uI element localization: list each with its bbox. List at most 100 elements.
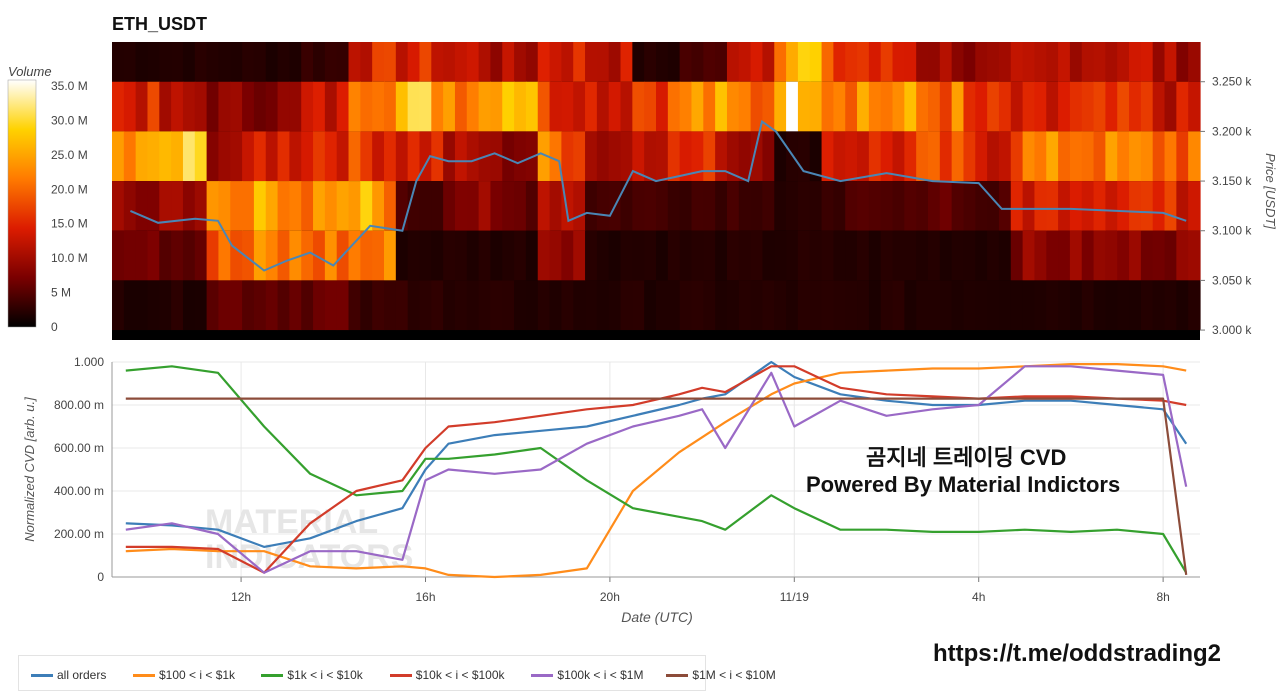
heatmap-cell xyxy=(762,230,775,281)
heatmap-cell xyxy=(573,230,586,281)
heatmap-cell xyxy=(998,131,1012,182)
heatmap-cell xyxy=(998,181,1012,231)
heatmap-cell xyxy=(502,280,515,331)
legend-swatch xyxy=(666,674,689,678)
heatmap-cell xyxy=(857,42,870,82)
heatmap-cell xyxy=(774,181,787,231)
heatmap-cell xyxy=(585,42,598,82)
legend-item[interactable]: $1k < i < $10k xyxy=(261,668,363,682)
cvd-tick-label: 1.000 xyxy=(74,355,104,369)
heatmap-cell xyxy=(1022,81,1036,132)
legend-item[interactable]: $10k < i < $100k xyxy=(389,668,505,682)
colorbar-tick-label: 5 M xyxy=(51,286,71,300)
heatmap-cell xyxy=(880,131,894,182)
legend-item[interactable]: $1M < i < $10M xyxy=(666,668,776,682)
heatmap-cell xyxy=(1046,131,1059,182)
heatmap-cell xyxy=(904,280,917,331)
heatmap-cell xyxy=(1058,131,1071,182)
heatmap-cell xyxy=(206,81,220,132)
heatmap-cell xyxy=(1093,280,1106,331)
heatmap-cell xyxy=(987,181,1000,231)
heatmap-cell xyxy=(880,230,894,281)
heatmap-cell xyxy=(466,131,480,182)
legend-item[interactable]: $100k < i < $1M xyxy=(531,668,643,682)
heatmap-cell xyxy=(998,230,1012,281)
heatmap-cell xyxy=(738,181,752,231)
heatmap-cell xyxy=(1129,230,1142,281)
heatmap-cell xyxy=(1034,280,1047,331)
heatmap-cell xyxy=(644,131,657,182)
heatmap-cell xyxy=(490,42,503,82)
heatmap-cell xyxy=(987,42,1000,82)
price-tick-label: 3.050 k xyxy=(1212,273,1252,287)
heatmap-cell xyxy=(431,81,444,132)
heatmap-cell xyxy=(159,131,172,182)
heatmap-cell xyxy=(1093,81,1106,132)
legend: all orders $100 < i < $1k $1k < i < $10k $1… xyxy=(18,655,776,691)
heatmap-cell xyxy=(1117,181,1130,231)
heatmap-cell xyxy=(135,131,149,182)
heatmap-cell xyxy=(301,131,314,182)
heatmap-cell xyxy=(171,131,184,182)
heatmap-cell xyxy=(253,42,267,82)
heatmap-cell xyxy=(797,230,811,281)
heatmap-cell xyxy=(206,42,220,82)
heatmap-cell xyxy=(644,280,657,331)
heatmap-cell xyxy=(182,181,196,231)
heatmap-cell xyxy=(336,131,350,182)
heatmap-cell xyxy=(963,230,976,281)
heatmap-cell xyxy=(313,131,326,182)
heatmap-cell xyxy=(928,230,941,281)
telegram-url[interactable]: https://t.me/oddstrading2 xyxy=(933,640,1221,667)
heatmap-cell xyxy=(230,81,243,132)
heatmap-cell xyxy=(1058,181,1071,231)
heatmap-cell xyxy=(762,131,775,182)
heatmap-cell xyxy=(1046,280,1059,331)
heatmap-cell xyxy=(632,230,645,281)
heatmap-cell xyxy=(1164,181,1177,231)
heatmap-cell xyxy=(277,230,290,281)
heatmap-cell xyxy=(1034,42,1047,82)
heatmap-cell xyxy=(561,131,574,182)
heatmap-cell xyxy=(963,42,976,82)
heatmap-cell xyxy=(703,42,716,82)
legend-item[interactable]: all orders xyxy=(31,668,106,682)
heatmap-cell xyxy=(1058,280,1071,331)
heatmap-cell xyxy=(1164,42,1177,82)
heatmap-cell xyxy=(478,280,492,331)
heatmap-cell xyxy=(644,81,657,132)
heatmap-cell xyxy=(667,81,681,132)
price-tick-label: 3.250 k xyxy=(1212,75,1252,89)
heatmap-cell xyxy=(549,181,562,231)
heatmap-cell xyxy=(1188,230,1201,281)
heatmap-cell xyxy=(667,181,681,231)
heatmap-cell xyxy=(1117,81,1130,132)
heatmap-cell xyxy=(1010,181,1024,231)
heatmap-cell xyxy=(419,81,432,132)
heatmap-cell xyxy=(1140,230,1154,281)
legend-label: all orders xyxy=(57,668,107,682)
heatmap-cell xyxy=(679,181,693,231)
heatmap-cell xyxy=(454,42,468,82)
colorbar-tick-label: 25.0 M xyxy=(51,148,88,162)
heatmap-cell xyxy=(928,42,941,82)
heatmap-cell xyxy=(975,230,988,281)
heatmap-cell xyxy=(726,42,740,82)
heatmap-cell xyxy=(762,280,775,331)
legend-swatch xyxy=(389,674,412,678)
heatmap-cell xyxy=(833,280,846,331)
heatmap-cell xyxy=(1176,42,1189,82)
heatmap-cell xyxy=(797,181,811,231)
heatmap-cell xyxy=(786,230,799,281)
heatmap-cell xyxy=(1022,280,1036,331)
legend-item[interactable]: $100 < i < $1k xyxy=(133,668,235,682)
heatmap-cell xyxy=(407,181,421,231)
heatmap-cell xyxy=(206,181,220,231)
heatmap-cell xyxy=(537,81,551,132)
heatmap-cell xyxy=(809,181,823,231)
heatmap-cell xyxy=(372,42,385,82)
heatmap-cell xyxy=(1058,81,1071,132)
heatmap-cell xyxy=(596,181,610,231)
cvd-series-line xyxy=(125,360,1188,548)
